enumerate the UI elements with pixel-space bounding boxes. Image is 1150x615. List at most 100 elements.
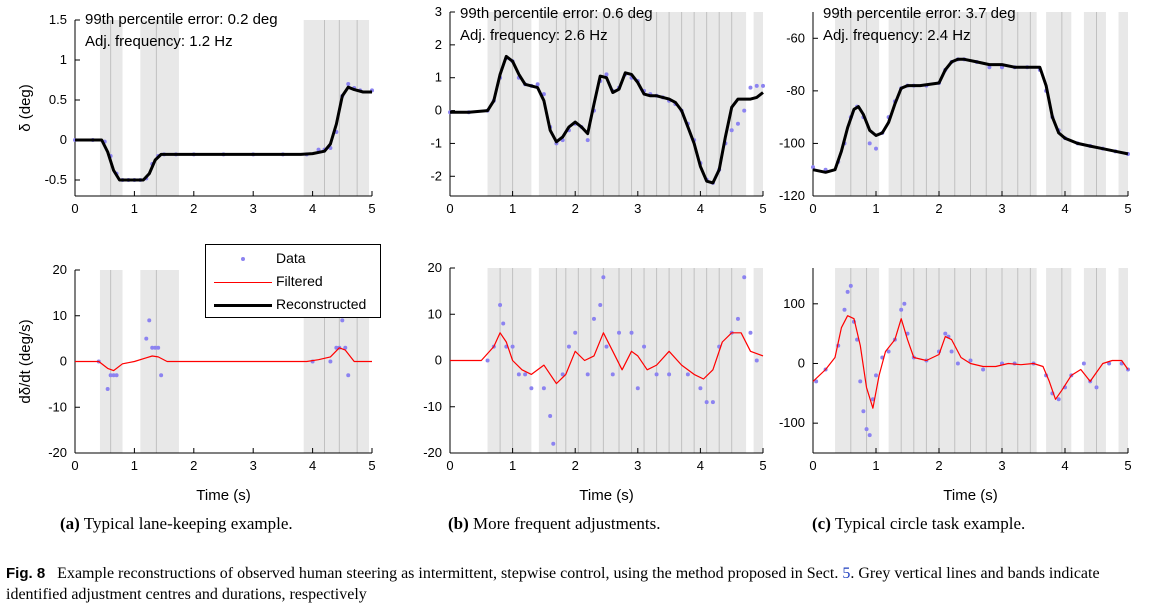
data-point (858, 379, 863, 384)
x-tick-label: 1 (872, 201, 879, 216)
data-point (754, 83, 759, 88)
data-point (328, 359, 333, 364)
x-tick-label: 1 (131, 201, 138, 216)
y-tick-label: -60 (786, 30, 805, 45)
legend-label: Filtered (276, 273, 323, 289)
data-point (761, 83, 765, 88)
data-point (899, 307, 904, 312)
x-tick-label: 0 (809, 458, 816, 473)
subcaption-b: (b) More frequent adjustments. (448, 514, 660, 534)
data-point (874, 146, 878, 151)
y-tick-label: 0 (435, 353, 442, 368)
adjustment-band (99, 20, 123, 196)
x-axis-label: Time (s) (196, 487, 250, 504)
x-tick-label: 2 (190, 458, 197, 473)
figure-caption: Fig. 8 Example reconstructions of observ… (6, 563, 1146, 605)
filtered-line (450, 332, 764, 385)
data-point (742, 275, 747, 280)
data-point (864, 427, 869, 432)
data-point (811, 165, 815, 170)
data-point (968, 358, 973, 363)
x-tick-label: 4 (1061, 201, 1068, 216)
data-point (629, 330, 634, 335)
data-point (710, 400, 715, 405)
x-tick-label: 4 (697, 201, 704, 216)
data-point (848, 283, 853, 288)
y-axis-label: dδ/dt (deg/s) (17, 319, 34, 403)
y-tick-label: 2 (435, 37, 442, 52)
chart-c-top: 0 1 2 3 4 5 -120 -100 -80 -60 99th percentile erro… (779, 5, 1132, 216)
y-tick-label: 3 (435, 4, 442, 19)
data-point (742, 108, 747, 113)
adjustment-band (140, 20, 179, 196)
data-point (501, 321, 506, 326)
data-point (754, 358, 759, 363)
y-tick-label: 1 (60, 52, 67, 67)
data-point (585, 138, 590, 143)
adjustment-band (1118, 12, 1128, 196)
legend-item-data: Data (206, 249, 380, 269)
x-tick-label: 2 (572, 201, 579, 216)
data-point (159, 373, 164, 378)
x-tick-label: 2 (190, 201, 197, 216)
data-point (874, 373, 878, 378)
x-tick-label: 5 (759, 458, 766, 473)
data-point (1056, 397, 1061, 402)
data-point (698, 386, 703, 391)
reconstructed-line (75, 85, 372, 182)
data-point (845, 289, 850, 294)
annotation: 99th percentile error: 0.2 deg (85, 11, 278, 28)
y-tick-label: 1.5 (49, 12, 67, 27)
chart-b-top: 0 1 2 3 4 5 -2 -1 0 1 2 3 99th percentile error: 0.6… (430, 4, 766, 216)
data-point (551, 441, 556, 446)
data-point (748, 330, 753, 335)
data-point (523, 372, 528, 377)
subcaption-label: (a) (60, 514, 80, 533)
data-point (861, 409, 866, 414)
data-point (529, 386, 534, 391)
y-tick-label: 1 (435, 70, 442, 85)
adjustment-band (487, 268, 532, 453)
data-point (346, 373, 351, 378)
x-tick-label: 4 (1061, 458, 1068, 473)
y-tick-label: 20 (53, 262, 67, 277)
annotation: Adj. frequency: 1.2 Hz (85, 33, 233, 50)
data-point (955, 361, 960, 366)
legend-label: Reconstructed (276, 296, 367, 312)
x-tick-label: 3 (634, 201, 641, 216)
subcaption-label: (b) (448, 514, 469, 533)
data-point (886, 349, 891, 354)
chart-b-bottom: 0 1 2 3 4 5 -20 -10 0 10 20 Time (s) (423, 260, 766, 504)
reconstructed-line (450, 54, 764, 185)
data-point (343, 345, 348, 350)
data-point (604, 72, 609, 77)
data-point (635, 386, 640, 391)
subcaption-c: (c) Typical circle task example. (812, 514, 1025, 534)
data-point (729, 128, 734, 133)
legend-item-filtered: Filtered (206, 272, 380, 292)
data-point (902, 301, 907, 306)
data-point (867, 141, 872, 146)
subcaption-a: (a) Typical lane-keeping example. (60, 514, 293, 534)
legend-item-reconstructed: Reconstructed (206, 295, 380, 315)
adjustment-band (1118, 268, 1128, 453)
y-tick-label: -20 (48, 445, 67, 460)
adjustment-band (888, 12, 1037, 196)
data-point (541, 386, 546, 391)
data-point (981, 367, 986, 372)
data-point (316, 147, 321, 152)
y-tick-label: -100 (779, 415, 805, 430)
data-point (334, 345, 339, 350)
x-tick-label: 0 (446, 201, 453, 216)
filtered-line (75, 347, 372, 372)
data-point (585, 372, 590, 377)
x-tick-label: 1 (131, 458, 138, 473)
y-tick-label: 0 (798, 355, 805, 370)
section-link[interactable]: 5 (842, 565, 851, 582)
adjustment-band (99, 270, 123, 453)
data-point (949, 349, 954, 354)
data-point (108, 373, 113, 378)
data-point (510, 344, 515, 349)
x-tick-label: 4 (309, 201, 316, 216)
x-tick-label: 3 (998, 458, 1005, 473)
